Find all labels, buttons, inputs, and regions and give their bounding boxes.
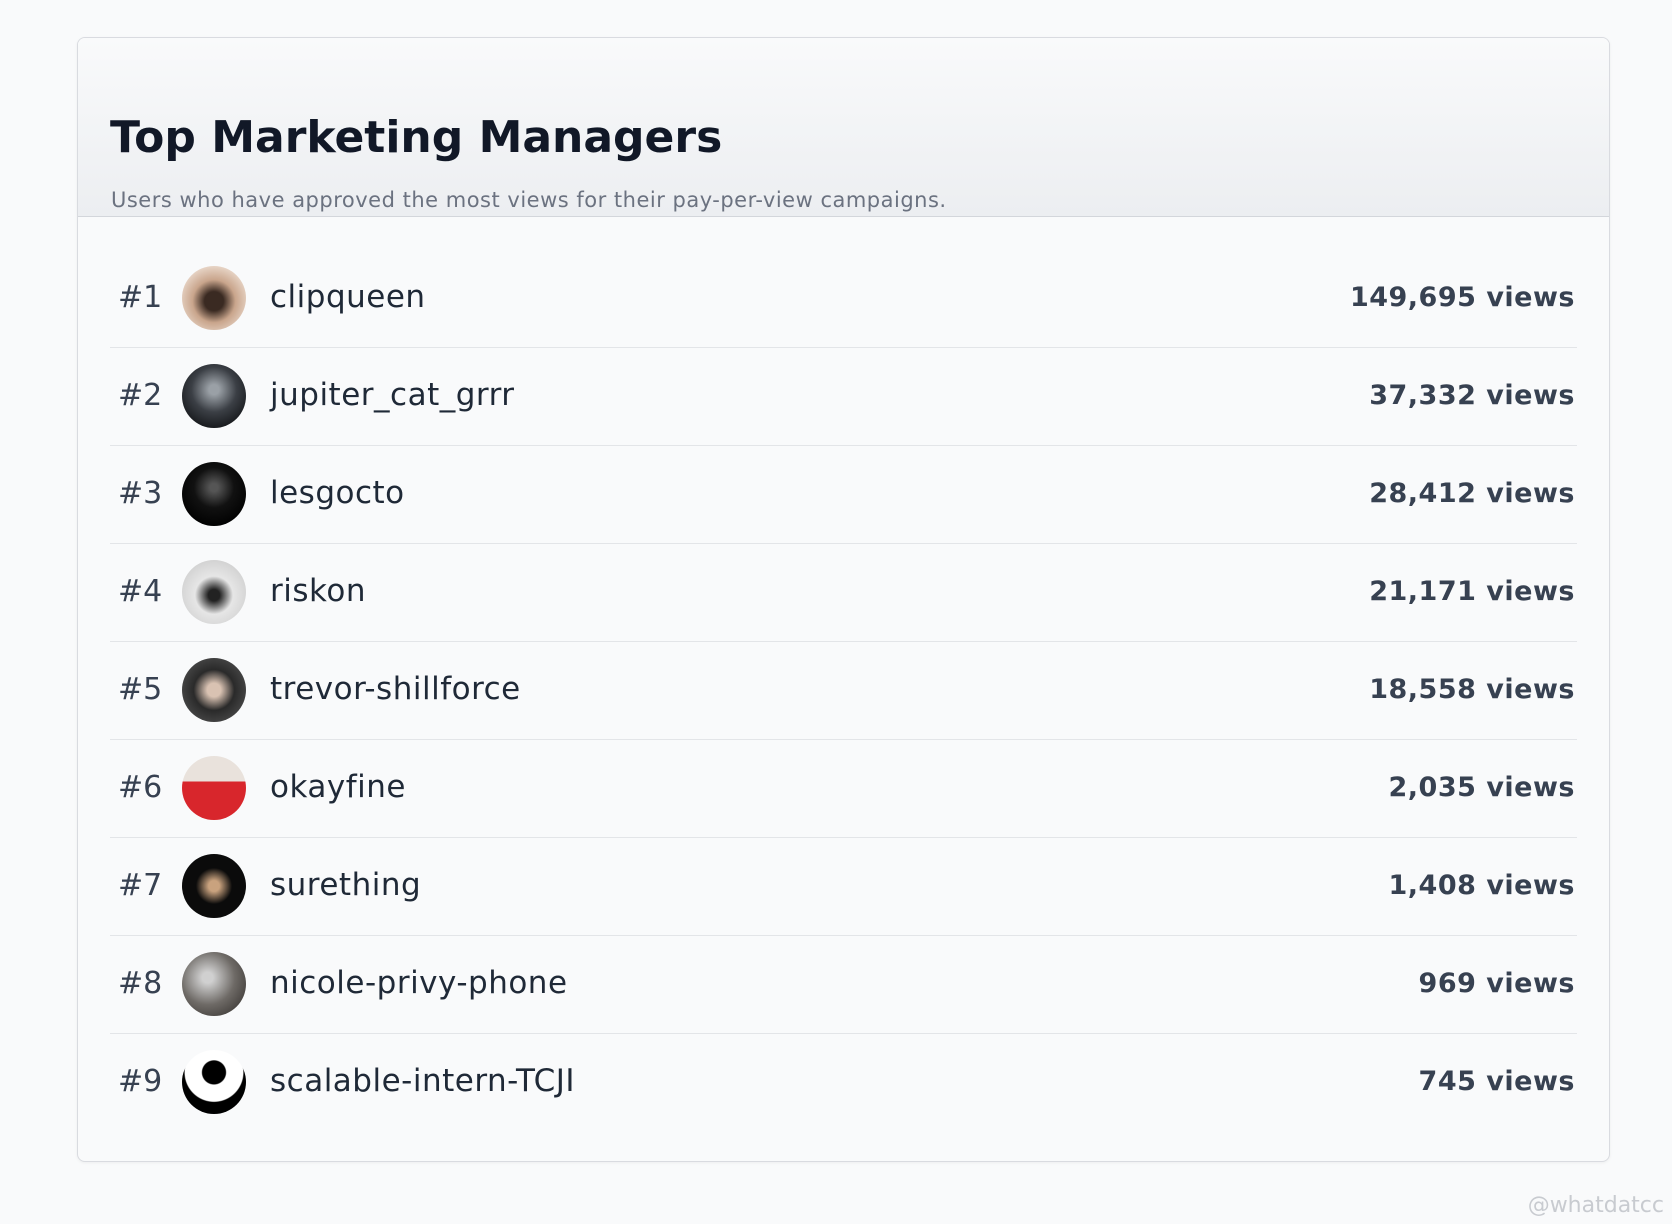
view-count: 21,171 views xyxy=(1369,576,1575,607)
avatar xyxy=(182,854,246,918)
card-header: Top Marketing Managers Users who have ap… xyxy=(78,38,1609,217)
leaderboard-card: Top Marketing Managers Users who have ap… xyxy=(77,37,1610,1162)
leaderboard-row: #2 jupiter_cat_grrr 37,332 views xyxy=(110,348,1577,446)
leaderboard-row: #1 clipqueen 149,695 views xyxy=(110,250,1577,348)
rank: #9 xyxy=(118,1064,163,1099)
leaderboard-row: #5 trevor-shillforce 18,558 views xyxy=(110,642,1577,740)
avatar xyxy=(182,952,246,1016)
username: trevor-shillforce xyxy=(270,671,521,707)
leaderboard-row: #8 nicole-privy-phone 969 views xyxy=(110,936,1577,1034)
leaderboard-row: #3 lesgocto 28,412 views xyxy=(110,446,1577,544)
rank: #8 xyxy=(118,966,163,1001)
username: riskon xyxy=(270,573,366,609)
subtitle: Users who have approved the most views f… xyxy=(111,188,947,212)
rank: #7 xyxy=(118,868,163,903)
username: jupiter_cat_grrr xyxy=(270,377,515,413)
rank: #3 xyxy=(118,476,163,511)
username: nicole-privy-phone xyxy=(270,965,568,1001)
leaderboard-row: #6 okayfine 2,035 views xyxy=(110,740,1577,838)
avatar xyxy=(182,462,246,526)
leaderboard-row: #4 riskon 21,171 views xyxy=(110,544,1577,642)
title: Top Marketing Managers xyxy=(110,112,723,163)
view-count: 37,332 views xyxy=(1369,380,1575,411)
avatar xyxy=(182,560,246,624)
view-count: 18,558 views xyxy=(1369,674,1575,705)
view-count: 969 views xyxy=(1418,968,1575,999)
view-count: 28,412 views xyxy=(1369,478,1575,509)
view-count: 745 views xyxy=(1418,1066,1575,1097)
avatar xyxy=(182,658,246,722)
avatar xyxy=(182,1050,246,1114)
username: scalable-intern-TCJI xyxy=(270,1063,576,1099)
leaderboard-row: #7 surething 1,408 views xyxy=(110,838,1577,936)
username: clipqueen xyxy=(270,279,426,315)
rank: #2 xyxy=(118,378,163,413)
view-count: 1,408 views xyxy=(1388,870,1575,901)
avatar xyxy=(182,364,246,428)
view-count: 2,035 views xyxy=(1388,772,1575,803)
username: surething xyxy=(270,867,422,903)
avatar xyxy=(182,266,246,330)
rank: #6 xyxy=(118,770,163,805)
username: okayfine xyxy=(270,769,406,805)
view-count: 149,695 views xyxy=(1349,282,1575,313)
rank: #4 xyxy=(118,574,163,609)
leaderboard-row: #9 scalable-intern-TCJI 745 views xyxy=(110,1034,1577,1131)
watermark: @whatdatcc xyxy=(1527,1193,1664,1218)
username: lesgocto xyxy=(270,475,405,511)
rank: #1 xyxy=(118,280,163,315)
leaderboard-list: #1 clipqueen 149,695 views #2 jupiter_cat_gr… xyxy=(110,250,1577,1131)
rank: #5 xyxy=(118,672,163,707)
avatar xyxy=(182,756,246,820)
